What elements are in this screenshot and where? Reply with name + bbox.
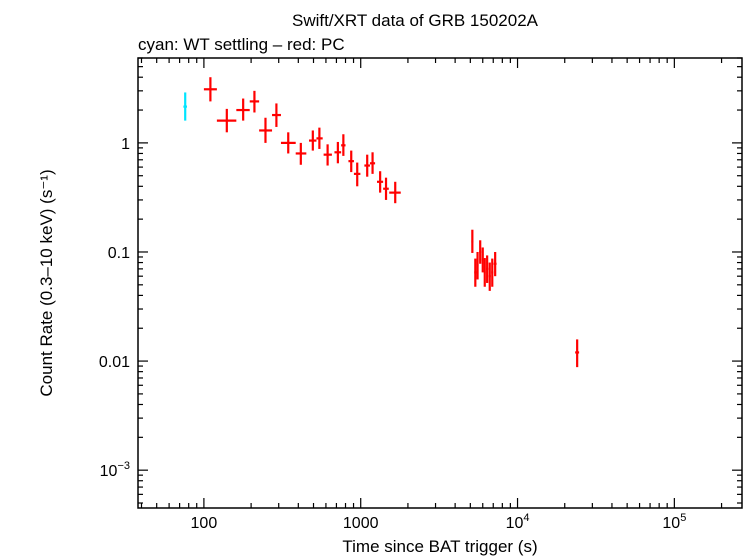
data-point [471, 229, 474, 253]
x-tick-label: 100 [191, 515, 218, 532]
data-point [491, 258, 494, 287]
x-tick-label: 104 [506, 512, 530, 532]
data-point [183, 92, 187, 121]
data-point [216, 108, 237, 133]
plot-frame [137, 57, 743, 509]
x-tick-label: 1000 [343, 515, 379, 532]
data-point [483, 258, 486, 287]
data-point [323, 144, 332, 166]
data-point [481, 247, 484, 273]
data-point [295, 142, 307, 165]
data-point [493, 251, 497, 277]
data-point [389, 181, 401, 204]
data-point [259, 117, 273, 143]
data-points [183, 77, 580, 368]
data-point [474, 258, 477, 287]
x-axis-label: Time since BAT trigger (s) [342, 537, 537, 556]
axis-ticks [138, 57, 742, 508]
data-point [334, 141, 342, 164]
data-point [369, 152, 376, 174]
data-point [353, 162, 361, 187]
chart-title: Swift/XRT data of GRB 150202A [292, 11, 539, 30]
data-point [203, 77, 217, 102]
data-point [309, 130, 317, 151]
data-point [236, 98, 250, 121]
data-point [341, 134, 346, 156]
data-point [272, 103, 281, 127]
x-tick-label: 105 [662, 512, 686, 532]
data-point [376, 171, 384, 193]
data-point [316, 127, 323, 149]
data-point [383, 177, 389, 200]
y-axis-label: Count Rate (0.3–10 keV) (s⁻¹) [37, 169, 56, 396]
data-point [476, 251, 479, 280]
y-tick-label: 10−3 [100, 460, 130, 480]
y-tick-label: 0.1 [108, 245, 130, 262]
y-tick-label: 0.01 [99, 354, 130, 371]
data-point [486, 255, 489, 283]
data-point [364, 154, 370, 177]
data-point [479, 240, 482, 264]
data-point [348, 150, 354, 173]
axis-tick-labels: 100 1000 104 105 1 0.1 0.01 10−3 [99, 136, 686, 532]
chart-subtitle: cyan: WT settling – red: PC [138, 35, 345, 54]
data-point [249, 90, 260, 113]
data-point [280, 132, 296, 154]
y-tick-label: 1 [121, 136, 130, 153]
data-point [575, 339, 580, 368]
data-point [488, 262, 491, 291]
